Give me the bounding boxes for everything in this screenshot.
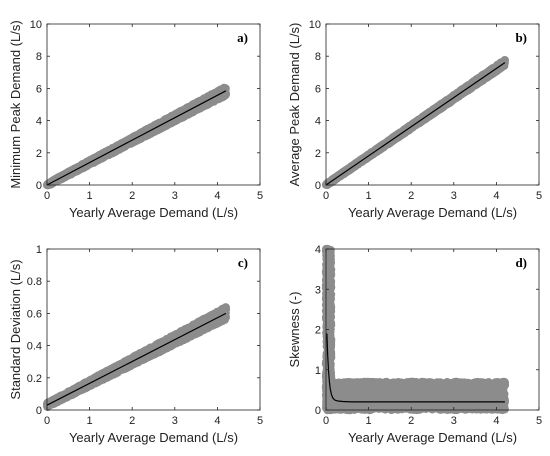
x-tick-label: 4: [214, 190, 220, 202]
y-tick-label: 6: [315, 83, 321, 95]
panel-label: b): [515, 30, 527, 45]
fit-line: [46, 90, 227, 186]
scatter-points: [42, 83, 231, 190]
x-tick-label: 5: [257, 190, 263, 202]
x-tick-label: 1: [366, 190, 372, 202]
panel-a: 0 1 2 3 4 5 0 2 4 6 8 10 Yearly Average Demand (L/s)…: [8, 19, 263, 220]
x-tick-label: 2: [408, 190, 414, 202]
y-tick-label: 0: [36, 180, 42, 192]
x-axis-label: Yearly Average Demand (L/s): [69, 205, 238, 220]
scatter-point: [120, 141, 130, 150]
panel-b: 0 1 2 3 4 5 0 2 4 6 8 10 Yearly Average Demand (L/s)…: [287, 19, 542, 220]
x-tick-label: 3: [172, 190, 178, 202]
y-tick-label: 4: [36, 116, 42, 128]
x-tick-label: 2: [129, 190, 135, 202]
y-tick-label: 8: [315, 51, 321, 63]
y-tick-label: 2: [36, 148, 42, 160]
scatter-points: [43, 303, 231, 411]
scatter-point: [160, 116, 170, 126]
y-tick-label: 4: [315, 116, 321, 128]
x-axis-label: Yearly Average Demand (L/s): [348, 205, 517, 220]
y-tick-label: 0: [315, 180, 321, 192]
fit-line: [325, 62, 506, 186]
panel-label: a): [237, 30, 248, 45]
y-axis-label: Minimum Peak Demand (L/s): [8, 20, 23, 188]
x-tick-label: 0: [44, 190, 50, 202]
y-tick-label: 2: [315, 148, 321, 160]
y-axis-label: Average Peak Demand (L/s): [287, 23, 302, 187]
x-tick-label: 4: [493, 190, 499, 202]
y-tick-label: 6: [36, 83, 42, 95]
y-tick-label: 10: [309, 19, 321, 31]
scatter-point: [210, 90, 219, 99]
axes-frame: [46, 23, 261, 186]
y-tick-label: 8: [36, 51, 42, 63]
x-tick-label: 1: [87, 190, 93, 202]
x-tick-label: 3: [451, 190, 457, 202]
x-tick-label: 0: [323, 190, 329, 202]
x-tick-label: 5: [536, 190, 542, 202]
y-tick-label: 10: [30, 19, 42, 31]
